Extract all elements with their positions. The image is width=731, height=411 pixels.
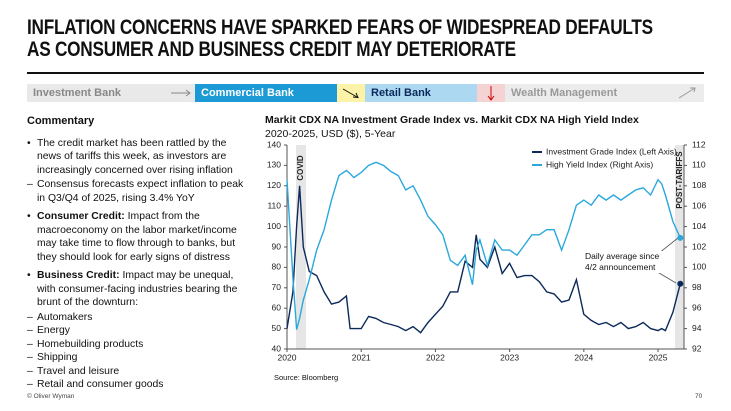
sub-bullet: Energy: [27, 324, 252, 338]
y-tick-label: 70: [272, 282, 282, 292]
arrow-icon: [171, 89, 191, 97]
arrow-icon: [337, 84, 365, 102]
y2-tick-label: 98: [692, 282, 702, 292]
sub-bullet-text: Automakers: [37, 311, 93, 323]
x-tick-label: 2024: [574, 352, 593, 362]
series-line: [286, 161, 681, 330]
bullet: The credit market has been rattled by th…: [27, 137, 252, 206]
legend-label: Investment Grade Index (Left Axis): [546, 146, 677, 156]
bullet-lead: Business Credit:: [37, 270, 120, 281]
y-tick-label: 120: [267, 180, 281, 190]
arrow-icon: [678, 87, 696, 99]
y-tick-label: 60: [272, 302, 282, 312]
sub-bullet-text: Retail and consumer goods: [37, 379, 164, 390]
y2-tick-label: 104: [692, 221, 706, 231]
commentary-heading: Commentary: [27, 115, 95, 127]
bullet-lead: Consumer Credit:: [37, 211, 125, 222]
y2-tick-label: 106: [692, 200, 706, 210]
bullet-text: The credit market has been rattled by th…: [37, 137, 233, 176]
tab-bar: Investment Bank Commercial Bank Retail B…: [27, 84, 704, 102]
y2-tick-label: 100: [692, 262, 706, 272]
sub-list: Consensus forecasts expect inflation to …: [27, 178, 252, 205]
y-tick-label: 50: [272, 323, 282, 333]
sub-bullet: Homebuilding products: [27, 338, 252, 352]
tab-label: Retail Bank: [371, 87, 431, 99]
tab-label: Investment Bank: [33, 87, 122, 99]
y2-tick-label: 92: [692, 343, 702, 353]
commentary: Commentary The credit market has been ra…: [27, 115, 252, 397]
bullet: Business Credit: Impact may be unequal, …: [27, 269, 252, 392]
y-tick-label: 100: [267, 221, 281, 231]
chart-subtitle: 2020-2025, USD ($), 5-Year: [265, 128, 396, 140]
sub-bullet: Automakers: [27, 311, 252, 325]
sub-bullet: Travel and leisure: [27, 365, 252, 379]
tab[interactable]: Retail Bank: [365, 84, 505, 102]
y-tick-label: 110: [267, 200, 281, 210]
bullet: Consumer Credit: Impact from the macroec…: [27, 210, 252, 264]
y2-tick-label: 102: [692, 241, 706, 251]
y-tick-label: 140: [267, 139, 281, 149]
y-tick-label: 40: [272, 343, 282, 353]
sub-bullet-text: Shipping: [37, 352, 78, 363]
end-point: [677, 280, 684, 287]
chart-title: Markit CDX NA Investment Grade Index vs.…: [265, 114, 639, 126]
sub-bullet-text: Travel and leisure: [37, 365, 120, 377]
post-tariffs-band: [675, 145, 684, 349]
x-tick-label: 2021: [352, 352, 371, 362]
y-tick-label: 80: [272, 262, 282, 272]
x-tick-label: 2025: [649, 352, 668, 362]
y2-tick-label: 96: [692, 302, 702, 312]
copyright: © Oliver Wyman: [27, 393, 75, 400]
sub-list: Automakers Energy Homebuilding products Shi…: [27, 311, 252, 392]
y2-tick-label: 110: [692, 160, 706, 170]
sub-bullet: Shipping: [27, 351, 252, 365]
y2-tick-label: 94: [692, 323, 702, 333]
covid-label: COVID: [296, 155, 305, 181]
y-tick-label: 90: [272, 241, 282, 251]
arrow-icon: [477, 84, 505, 102]
tab-label: Wealth Management: [511, 87, 618, 99]
sub-bullet-text: Energy: [37, 325, 70, 336]
x-tick-label: 2020: [278, 352, 297, 362]
y-tick-label: 130: [267, 160, 281, 170]
post-tariffs-label: POST-TARIFFS: [675, 151, 684, 209]
end-point: [677, 234, 684, 241]
y2-tick-label: 108: [692, 180, 706, 190]
title-rule: [27, 72, 704, 74]
y2-tick-label: 112: [692, 139, 706, 149]
sub-bullet: Retail and consumer goods: [27, 378, 252, 392]
series-line: [286, 185, 681, 334]
sub-bullet: Consensus forecasts expect inflation to …: [27, 178, 252, 205]
slide-title: INFLATION CONCERNS HAVE SPARKED FEARS OF…: [27, 16, 653, 61]
tab[interactable]: Commercial Bank: [195, 84, 365, 102]
bullet-list: The credit market has been rattled by th…: [27, 137, 252, 392]
x-tick-label: 2023: [500, 352, 519, 362]
sub-bullet-text: Homebuilding products: [37, 338, 144, 350]
bullet-text: Impact from the macroeconomy on the labo…: [37, 211, 237, 263]
covid-band: [296, 145, 306, 349]
tab[interactable]: Investment Bank: [27, 84, 195, 102]
x-tick-label: 2022: [426, 352, 445, 362]
tab-label: Commercial Bank: [201, 87, 294, 99]
sub-bullet-text: Consensus forecasts expect inflation to …: [37, 179, 244, 204]
bullet-text: Impact may be unequal, with consumer-fac…: [37, 270, 238, 308]
tab[interactable]: Wealth Management: [505, 84, 704, 102]
legend-label: High Yield Index (Right Axis): [546, 159, 653, 169]
source: Source: Bloomberg: [274, 373, 339, 382]
page-number: 70: [695, 393, 703, 400]
annotation: Daily average since 4/2 announcement: [585, 251, 665, 273]
